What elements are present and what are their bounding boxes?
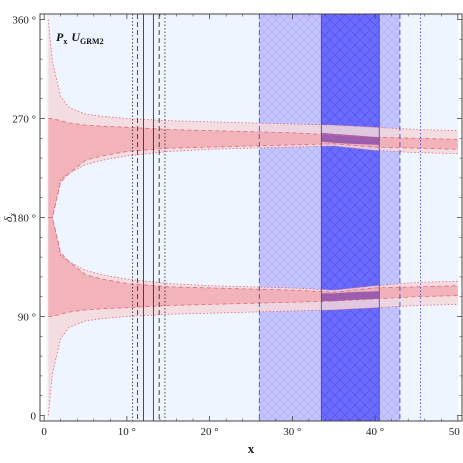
- edge-outer-upper_top: [47, 19, 458, 131]
- x-tick-label-2: 20 °: [201, 426, 219, 438]
- y-tick-label-1: 90 °: [18, 312, 36, 324]
- region-core-lower: [321, 291, 380, 302]
- annotation-model-sub: GRM2: [80, 37, 104, 46]
- y-tick-label-3: 270 °: [12, 114, 36, 126]
- y-tick-label-2: 180 °: [12, 213, 36, 225]
- x-band-hatch-2: [321, 14, 380, 421]
- edge-outer-upper_bottom: [48, 145, 458, 218]
- y-axis-title-main: δ: [1, 216, 15, 222]
- x-tick-label-5: 50 °: [449, 426, 463, 438]
- edge-outer-lower_bottom: [47, 304, 458, 416]
- edge-inner-lower_bottom: [48, 295, 458, 317]
- edge-inner-lower_top: [48, 217, 458, 293]
- annotation-main: P: [56, 30, 64, 44]
- x-tick-label-1: 10 °: [118, 426, 136, 438]
- edge-inner-upper_bottom: [48, 143, 458, 218]
- x-tick-label-3: 30 °: [283, 426, 301, 438]
- edge-inner-upper_top: [48, 118, 458, 140]
- axes: 0 10 ° 20 ° 30 ° 40 ° 50 ° 0 90 ° 180 ° 270 ° 360 …: [12, 14, 463, 438]
- region-core-upper: [321, 132, 380, 145]
- y-axis-title: δx: [1, 212, 17, 222]
- y-tick-label-0: 0: [31, 411, 37, 423]
- x-tick-label-4: 40 °: [366, 426, 384, 438]
- x-axis-title: x: [248, 441, 255, 456]
- y-tick-label-4: 360 °: [12, 15, 36, 27]
- chart-annotation: Px UGRM2: [56, 30, 104, 46]
- y-axis-title-sub: x: [8, 212, 17, 217]
- edge-outer-lower_top: [48, 217, 458, 291]
- region-inner-lower: [48, 217, 458, 317]
- annotation-main-sub: x: [63, 37, 67, 46]
- plot-area: [46, 14, 458, 421]
- annotation-model: U: [71, 30, 81, 44]
- x-tick-label-0: 0: [41, 426, 47, 438]
